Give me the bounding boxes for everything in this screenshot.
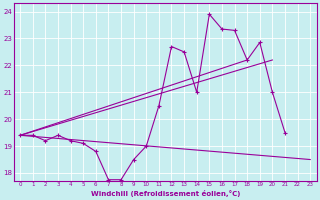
X-axis label: Windchill (Refroidissement éolien,°C): Windchill (Refroidissement éolien,°C) [91, 190, 240, 197]
